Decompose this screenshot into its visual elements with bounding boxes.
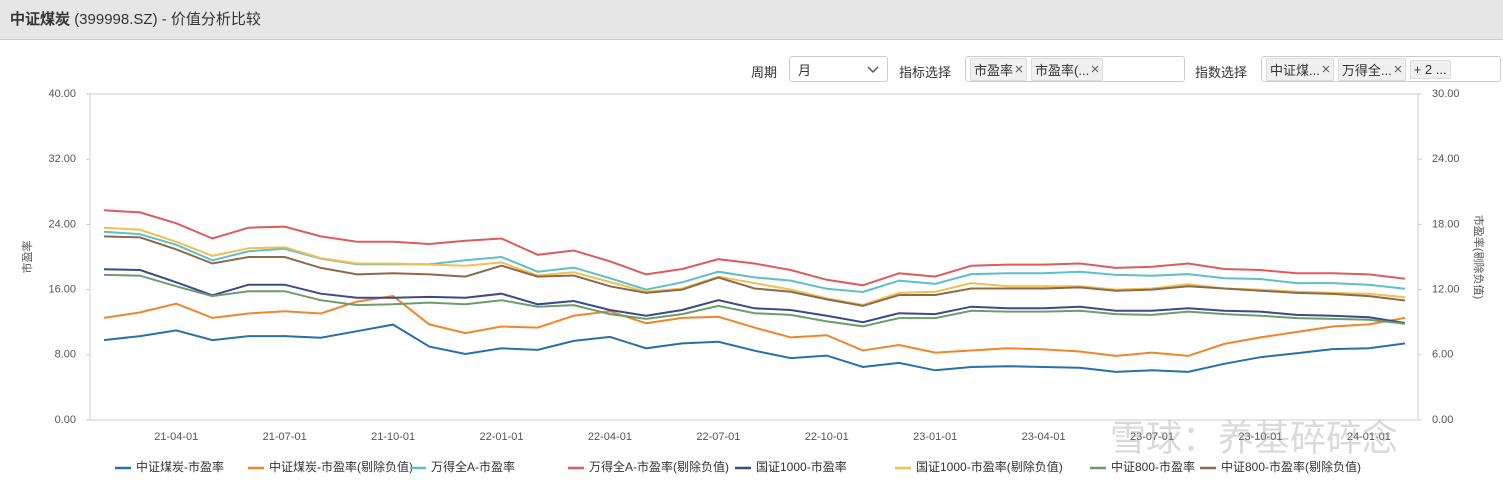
y-tick-label: 32.00 — [48, 153, 76, 165]
remove-icon-stroke — [1322, 65, 1330, 73]
y2-tick-label: 0.00 — [1432, 414, 1453, 426]
legend-label: 中证煤炭-市盈率 — [136, 459, 224, 474]
y-tick-label: 16.00 — [48, 284, 76, 296]
remove-icon[interactable] — [1015, 65, 1023, 73]
chip: 万得全... — [1337, 57, 1406, 81]
y-tick-label: 40.00 — [48, 88, 76, 100]
y2-tick-label: 6.00 — [1432, 349, 1453, 361]
y2-axis-label: 市盈率(剔除负值) — [1472, 215, 1486, 299]
remove-icon[interactable] — [1322, 65, 1330, 73]
indicator-select[interactable]: 市盈率 市盈率(... — [965, 56, 1185, 82]
series-line — [103, 235, 1406, 307]
series-line — [103, 226, 1406, 306]
series-line — [103, 230, 1406, 294]
x-tick-label: 22-04-01 — [588, 431, 632, 443]
watermark: 雪球：养基碎碎念 — [1110, 418, 1398, 459]
x-tick-label: 24-01-01 — [1347, 431, 1391, 443]
remove-icon[interactable] — [1394, 65, 1402, 73]
caret — [867, 66, 879, 74]
period-label: 周期 — [751, 65, 778, 80]
chip-label: 市盈率 — [974, 62, 1014, 78]
x-tick-label: 21-07-01 — [263, 431, 307, 443]
header: 中证煤炭 (399998.SZ) - 价值分析比较 — [0, 0, 1503, 40]
chip-label: 市盈率(... — [1035, 62, 1090, 78]
remove-icon[interactable] — [1091, 65, 1099, 73]
x-tick-label: 21-10-01 — [371, 431, 415, 443]
y2-tick-label: 24.00 — [1432, 153, 1460, 165]
chip: + 2 ... — [1409, 59, 1451, 79]
y2-tick-label: 12.00 — [1432, 284, 1460, 296]
series-line — [103, 268, 1406, 324]
x-tick-label: 21-04-01 — [154, 431, 198, 443]
y-tick-label: 24.00 — [48, 218, 76, 230]
remove-icon-stroke — [1091, 65, 1099, 73]
x-tick-label: 22-07-01 — [696, 431, 740, 443]
chip-label: + 2 ... — [1413, 61, 1447, 77]
period-value: 月 — [798, 62, 812, 78]
series-line — [103, 295, 1406, 357]
code: (399998.SZ) - 价值分析比较 — [74, 11, 261, 28]
chip: 市盈率(... — [1031, 57, 1104, 81]
plot-frame — [89, 93, 1419, 421]
chip: 中证煤... — [1266, 57, 1334, 81]
x-tick-label: 23-10-01 — [1238, 431, 1282, 443]
series-line — [103, 273, 1406, 328]
y2-tick-label: 18.00 — [1432, 218, 1460, 230]
legend-label: 国证1000-市盈率 — [756, 459, 847, 474]
legend-label: 国证1000-市盈率(剔除负值) — [916, 459, 1063, 474]
x-tick-label: 23-01-01 — [913, 431, 957, 443]
y-tick-label: 8.00 — [55, 349, 76, 361]
period-select[interactable]: 月 — [789, 56, 888, 82]
index-label: 指数选择 — [1195, 65, 1248, 80]
chip-label: 中证煤... — [1270, 62, 1320, 78]
legend-label: 万得全A-市盈率 — [431, 459, 515, 474]
chip-label: 万得全... — [1341, 62, 1392, 78]
legend-label: 中证800-市盈率 — [1111, 459, 1195, 474]
legend-label: 中证煤炭-市盈率(剔除负值) — [269, 459, 413, 474]
legend-label: 万得全A-市盈率(剔除负值) — [589, 459, 729, 474]
x-tick-label: 23-04-01 — [1022, 431, 1066, 443]
y2-tick-label: 30.00 — [1432, 88, 1460, 100]
remove-icon-stroke — [1015, 65, 1023, 73]
y-axis-label: 市盈率 — [20, 241, 34, 274]
chip: 市盈率 — [970, 57, 1028, 81]
x-tick-label: 22-01-01 — [480, 431, 524, 443]
remove-icon-stroke — [1394, 65, 1402, 73]
title: 中证煤炭 — [10, 11, 71, 28]
y-tick-label: 0.00 — [55, 414, 76, 426]
series-line — [103, 323, 1406, 373]
index-select[interactable]: 中证煤... 万得全... + 2 ... — [1261, 56, 1501, 82]
series-line — [103, 209, 1406, 287]
legend-label: 中证800-市盈率(剔除负值) — [1221, 459, 1361, 474]
x-tick-label: 22-10-01 — [805, 431, 849, 443]
indicator-label: 指标选择 — [899, 65, 952, 80]
x-tick-label: 23-07-01 — [1130, 431, 1174, 443]
